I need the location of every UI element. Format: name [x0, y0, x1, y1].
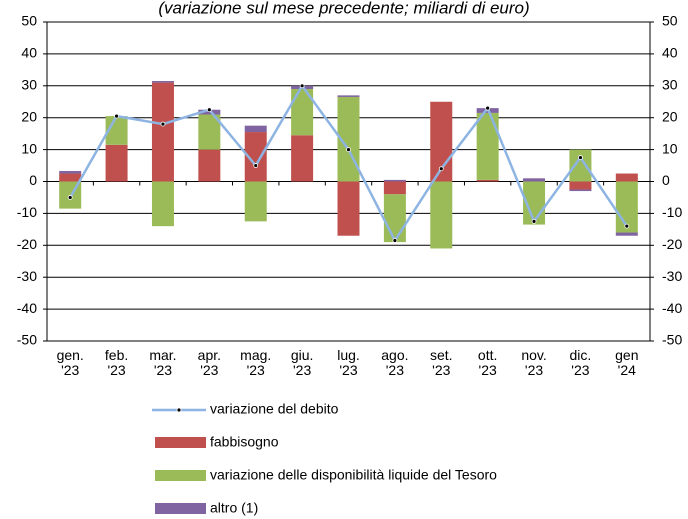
bar	[151, 181, 174, 227]
x-tick-label: mag. '23	[240, 347, 271, 378]
x-tick-label: lug. '23	[337, 347, 360, 378]
bar	[291, 135, 314, 182]
y2-tick-label: 30	[662, 77, 678, 93]
bar	[476, 179, 499, 182]
legend-label: variazione del debito	[210, 401, 339, 417]
bar	[59, 173, 82, 182]
point	[438, 166, 444, 172]
legend-swatch	[155, 437, 206, 448]
y2-tick-label: 0	[662, 172, 670, 188]
y2-tick-label: -30	[662, 268, 682, 284]
bar	[198, 149, 221, 182]
x-tick-label: feb. '23	[105, 347, 128, 378]
legend-label: altro (1)	[210, 500, 258, 516]
legend-label: fabbisogno	[210, 434, 279, 450]
bar	[244, 181, 267, 222]
point	[114, 113, 119, 119]
bar	[59, 170, 82, 174]
bar	[569, 189, 592, 192]
y-tick-label: 30	[21, 77, 37, 93]
point	[67, 195, 73, 200]
bar	[615, 173, 638, 182]
bar	[523, 178, 546, 182]
bar	[383, 179, 406, 182]
legend-swatch	[155, 503, 206, 514]
y-tick-label: -30	[17, 268, 37, 284]
point	[578, 155, 583, 160]
point	[206, 107, 212, 113]
bar	[244, 125, 267, 133]
y-tick-label: 50	[21, 13, 37, 29]
y2-tick-label: -40	[662, 300, 682, 316]
point	[299, 83, 305, 89]
x-tick-label: apr. '23	[198, 347, 221, 378]
legend-label: variazione delle disponibilità liquide d…	[210, 467, 497, 483]
y2-tick-label: 10	[662, 140, 678, 156]
bar	[291, 88, 314, 136]
point	[346, 147, 351, 153]
x-tick-label: gen '24	[615, 347, 638, 378]
legend-swatch	[155, 470, 206, 481]
bar	[569, 181, 592, 190]
bar	[476, 112, 499, 180]
x-tick-label: nov. '23	[521, 347, 546, 378]
y-tick-label: -20	[17, 236, 37, 252]
x-tick-label: dic. '23	[570, 347, 592, 378]
point	[485, 105, 491, 111]
x-tick-label: ago. '23	[381, 347, 408, 378]
point	[253, 163, 259, 168]
y-tick-label: -50	[17, 332, 37, 348]
bar	[105, 144, 128, 182]
y-tick-label: -40	[17, 300, 37, 316]
legend-point	[176, 407, 182, 413]
y-tick-label: 10	[21, 140, 37, 156]
y2-tick-label: 50	[662, 13, 678, 29]
y-tick-label: -10	[17, 204, 37, 220]
bar	[151, 81, 174, 83]
y-tick-label: 20	[21, 108, 37, 124]
y2-tick-label: -50	[662, 332, 682, 348]
bar	[569, 149, 592, 182]
bar	[430, 181, 453, 249]
y2-tick-label: -20	[662, 236, 682, 252]
x-tick-label: mar. '23	[149, 347, 176, 378]
bar	[337, 95, 360, 97]
x-tick-label: set. '23	[430, 347, 453, 378]
bar	[198, 114, 221, 150]
y-tick-label: 0	[29, 172, 37, 188]
bar	[337, 181, 360, 236]
y2-tick-label: -10	[662, 204, 682, 220]
y-tick-label: 40	[21, 45, 37, 61]
bar	[383, 194, 406, 243]
point	[392, 238, 398, 243]
bar	[244, 132, 267, 182]
point	[624, 223, 630, 229]
chart-title: (variazione sul mese precedente; miliard…	[158, 0, 529, 17]
point	[160, 121, 166, 127]
x-tick-label: giu. '23	[291, 347, 314, 378]
x-tick-label: gen. '23	[57, 347, 84, 378]
y2-tick-label: 40	[662, 45, 678, 61]
bar	[383, 181, 406, 195]
bar	[615, 232, 638, 236]
y2-tick-label: 20	[662, 108, 678, 124]
point	[531, 218, 537, 224]
x-tick-label: ott. '23	[478, 347, 497, 378]
bar	[151, 82, 174, 182]
